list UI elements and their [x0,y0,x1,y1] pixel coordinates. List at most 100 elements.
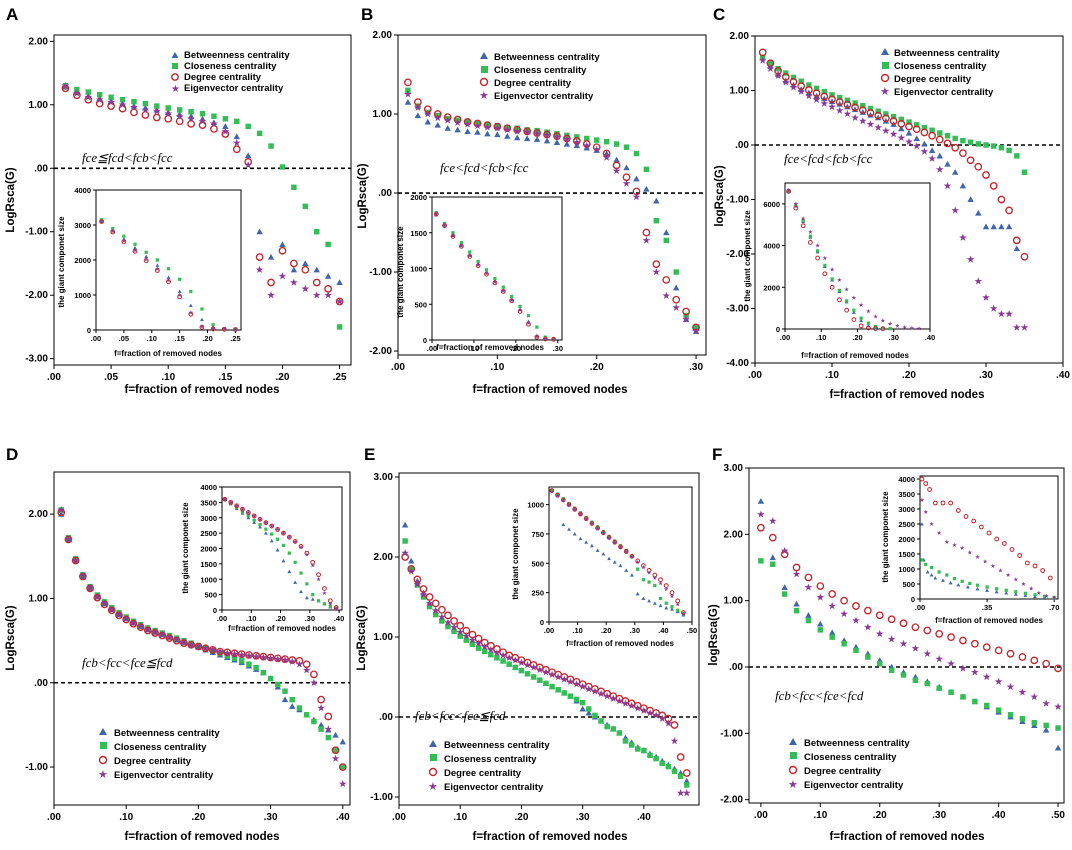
panel-label-a: A [6,5,18,24]
data-point [652,711,660,719]
data-point [882,126,890,135]
data-point [623,164,630,171]
data-point [100,599,109,607]
y-tick-label: 4000 [763,242,780,251]
data-point [310,678,318,686]
data-point [835,98,844,106]
data-point [895,323,900,328]
main-series-eigenvector [404,90,700,335]
data-point [459,241,463,245]
main-series-eigenvector [757,510,1062,711]
data-point [952,542,957,547]
data-point [767,60,774,66]
data-point [1012,236,1021,245]
inset-frame [431,196,563,341]
data-point [948,500,954,506]
x-tick-label: .30 [889,333,899,342]
data-point [473,121,482,130]
data-point [533,136,541,142]
data-point [936,152,943,159]
data-point [444,618,452,626]
legend-item-closeness: Closeness centrality [882,61,987,72]
x-tick-label: .00 [392,812,406,823]
circle-marker-icon [171,73,179,81]
threshold-annotation: fcb<fcc<fce≦fcd [415,708,506,723]
data-point [947,633,955,642]
data-point [974,162,983,171]
data-point [335,297,344,305]
data-point [984,702,990,709]
data-point [246,510,251,515]
x-tick-label: .10 [572,626,582,635]
data-point [912,142,921,150]
data-point [612,166,621,175]
data-point [948,689,954,695]
inset-series-eigenvector [786,187,922,331]
data-point [658,603,663,608]
data-point [131,98,137,105]
data-point [1033,593,1037,597]
legend-label: Closeness centrality [184,61,277,72]
data-point [317,704,325,712]
data-point [324,284,333,293]
y-tick-label: 250 [531,589,544,598]
y-axis-label: LogRsca(G) [357,163,369,228]
legend: Betweenness centrality Closeness central… [171,50,290,95]
x-tick-label: .40 [1056,370,1070,381]
data-point [880,326,886,332]
data-point [536,665,544,674]
data-point [177,292,182,297]
data-point [866,120,875,128]
data-point [201,644,210,652]
data-point [463,637,470,643]
data-point [866,321,870,325]
data-point [821,88,828,95]
plot-frame [748,467,1065,804]
data-point [1054,702,1062,711]
data-point [245,123,251,130]
inset-series-degree [919,476,1053,581]
data-point [144,250,148,254]
data-point [529,663,538,671]
data-point [301,265,310,274]
data-point [905,122,913,131]
data-point [627,701,636,710]
data-point [669,593,675,599]
data-point [402,538,408,544]
inset-x-axis-label: f=fraction of removed nodes [228,624,336,633]
data-point [640,706,648,714]
data-point [920,522,924,526]
data-point [816,593,825,601]
data-point [187,640,195,649]
data-point [921,124,928,131]
legend-label: Eigenvector centrality [114,770,214,781]
data-point [269,538,274,543]
data-point [890,113,897,120]
data-point [636,567,640,571]
x-tick-label: .10 [813,810,827,821]
y-tick-label: 0 [776,325,780,334]
data-point [278,272,287,280]
legend-item-degree: Degree centrality [98,755,192,767]
data-point [786,187,791,193]
data-point [682,307,691,316]
data-point [200,317,204,322]
x-tick-label: .00 [748,370,762,381]
data-point [281,530,286,536]
data-point [775,65,781,72]
data-point [602,153,611,161]
data-point [313,266,320,273]
x-tick-label: .10 [453,812,467,823]
data-point [664,606,669,610]
data-point [882,114,890,123]
data-point [401,549,409,557]
data-point [549,683,555,690]
data-point [211,323,215,327]
data-point [601,552,606,556]
data-point [493,649,501,657]
data-point [635,746,641,752]
data-point [302,260,309,267]
data-point [454,126,461,133]
data-point [425,599,434,607]
